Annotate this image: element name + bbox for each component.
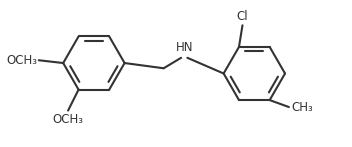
Text: CH₃: CH₃ bbox=[292, 101, 313, 113]
Text: Cl: Cl bbox=[237, 10, 248, 23]
Text: OCH₃: OCH₃ bbox=[52, 113, 83, 126]
Text: HN: HN bbox=[176, 41, 193, 54]
Text: OCH₃: OCH₃ bbox=[6, 54, 37, 67]
